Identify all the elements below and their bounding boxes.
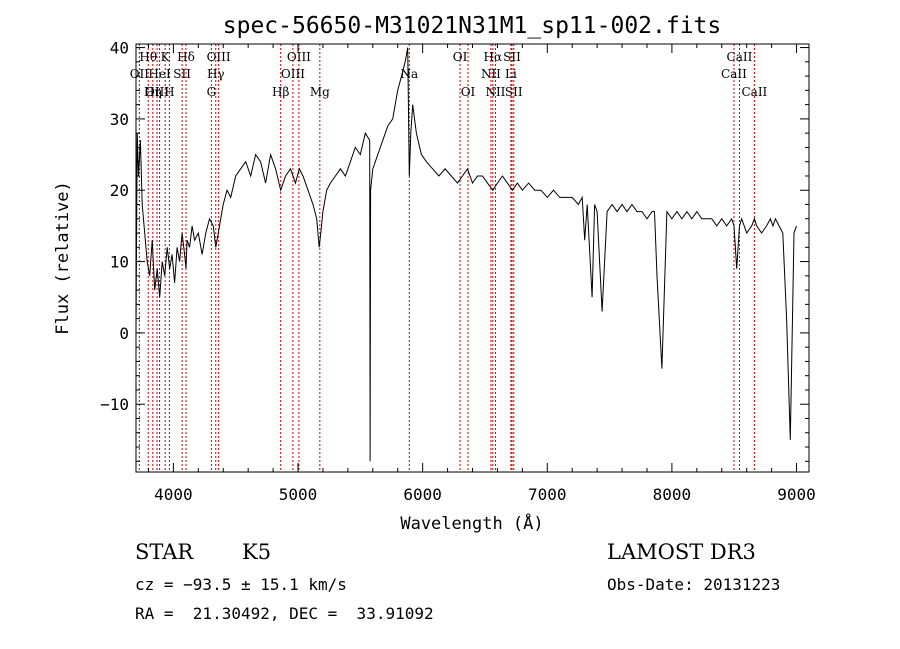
line-label-12: Hβ: [272, 85, 289, 99]
line-label-8: Hδ: [177, 50, 195, 64]
line-label-22: SII: [503, 50, 521, 64]
line-label-27: CaII: [741, 85, 767, 99]
x-axis-label: Wavelength (Å): [400, 512, 543, 534]
line-label-15: Mg: [310, 85, 330, 99]
line-label-23: Li: [505, 67, 517, 81]
y-tick-label: 20: [110, 181, 129, 200]
x-tick-label: 7000: [528, 485, 567, 504]
line-label-25: CaII: [721, 67, 747, 81]
y-tick-label: 40: [110, 39, 129, 58]
y-tick-label: −10: [100, 395, 129, 414]
line-label-16: Na: [400, 67, 418, 81]
object-class: STAR: [135, 540, 194, 564]
line-label-18: OI: [461, 85, 476, 99]
x-tick-label: 6000: [403, 485, 442, 504]
x-tick-label: 4000: [154, 485, 193, 504]
survey-name: LAMOST DR3: [607, 540, 756, 564]
plot-frame: [135, 43, 810, 473]
line-label-26: CaII: [727, 50, 753, 64]
x-tick-label: 5000: [279, 485, 318, 504]
y-tick-label: 30: [110, 110, 129, 129]
line-label-14: OIII: [287, 50, 311, 64]
line-label-11: Hγ: [207, 67, 225, 81]
line-label-20: Hα: [484, 50, 503, 64]
y-tick-label: 0: [119, 324, 129, 343]
spectral-line-labels: OII Hθ OIII HeI Hη K H SII Hδ G OIII Hγ Hβ OIII OIII Mg…: [130, 50, 768, 99]
spectrum-line: [135, 47, 797, 462]
line-label-3: HeI: [148, 67, 171, 81]
x-axis: 4000 5000 6000 7000 8000 9000: [147, 44, 816, 504]
line-label-7: SII: [173, 67, 191, 81]
x-tick-label: 8000: [653, 485, 692, 504]
line-label-6: H: [164, 85, 174, 99]
y-tick-label: 10: [110, 253, 129, 272]
object-subclass: K5: [242, 540, 272, 564]
line-label-21: NII: [485, 85, 505, 99]
y-axis: −10 0 10 20 30 40: [100, 39, 809, 462]
line-label-17: OI: [453, 50, 468, 64]
redshift-velocity: cz = −93.5 ± 15.1 km/s: [135, 575, 347, 594]
chart-title: spec-56650-M31021N31M1_sp11-002.fits: [223, 13, 722, 39]
observation-date: Obs-Date: 20131223: [607, 575, 781, 594]
line-label-19: NII: [481, 67, 501, 81]
line-label-1: Hθ: [139, 50, 157, 64]
line-label-13: OIII: [281, 67, 305, 81]
x-tick-label: 9000: [777, 485, 816, 504]
spectral-line-markers: [138, 44, 755, 472]
line-label-24: SII: [505, 85, 523, 99]
line-label-10: OIII: [207, 50, 231, 64]
line-label-4: Hη: [144, 85, 162, 99]
line-label-0: OII: [130, 67, 150, 81]
y-axis-label: Flux (relative): [53, 181, 73, 335]
line-label-2: OIII: [145, 85, 169, 99]
line-label-5: K: [161, 50, 171, 64]
coordinates: RA = 21.30492, DEC = 33.91092: [135, 604, 434, 623]
line-label-9: G: [207, 85, 217, 99]
